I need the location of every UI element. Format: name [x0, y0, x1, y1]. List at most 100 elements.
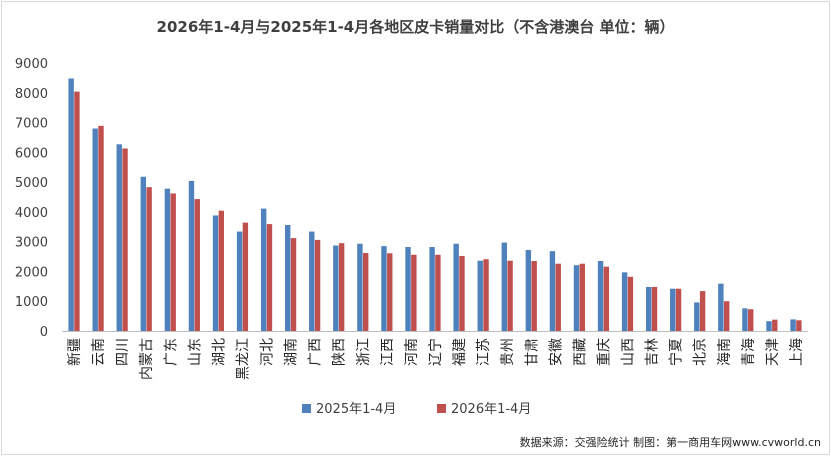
bar-2026-内蒙古: [146, 187, 152, 331]
bar-2026-新疆: [74, 91, 80, 331]
x-tick-label: 山东: [187, 338, 203, 366]
bar-2026-四川: [122, 148, 128, 331]
bar-2025-广西: [309, 231, 315, 331]
bar-2025-青海: [742, 308, 748, 331]
bar-2025-河南: [405, 247, 411, 331]
y-tick-label: 3000: [15, 236, 48, 251]
y-tick-label: 6000: [15, 146, 48, 161]
x-tick-label: 黑龙江: [235, 338, 251, 380]
bar-2025-天津: [766, 321, 772, 331]
bar-2025-甘肃: [525, 250, 532, 331]
bar-2025-上海: [790, 319, 796, 331]
y-tick-label: 5000: [15, 176, 48, 191]
x-tick-label: 辽宁: [427, 338, 444, 366]
bar-2025-吉林: [645, 286, 652, 331]
bar-2026-江西: [387, 253, 393, 331]
x-tick-label: 内蒙古: [139, 338, 155, 380]
bar-2026-江苏: [483, 259, 489, 331]
bar-2026-上海: [796, 320, 802, 331]
bar-2026-河北: [266, 224, 273, 331]
bar-2026-黑龙江: [242, 222, 249, 331]
bar-2025-山东: [188, 180, 195, 331]
bar-2025-广东: [164, 188, 171, 331]
x-tick-label: 青海: [741, 338, 757, 366]
bars: [68, 78, 802, 332]
bar-2025-云南: [92, 128, 98, 331]
x-tick-label: 陕西: [332, 338, 348, 366]
x-tick-label: 重庆: [596, 338, 612, 366]
bar-2025-江西: [381, 246, 387, 331]
bar-2026-贵州: [507, 260, 513, 331]
bar-2026-山东: [194, 199, 200, 331]
bar-2026-广西: [314, 239, 321, 331]
chart-title: 2026年1-4月与2025年1-4月各地区皮卡销量对比（不含港澳台 单位：辆）: [156, 18, 675, 36]
bar-2025-贵州: [501, 242, 507, 331]
bar-2026-广东: [170, 193, 176, 331]
bar-2025-福建: [453, 243, 459, 331]
bar-2025-湖北: [212, 215, 219, 331]
bar-2026-宁夏: [675, 288, 682, 331]
legend-swatch: [437, 404, 446, 413]
y-tick-label: 1000: [15, 295, 48, 310]
y-tick-label: 8000: [15, 87, 48, 102]
bar-2026-海南: [723, 301, 730, 331]
y-tick-label: 4000: [15, 206, 48, 221]
x-tick-label: 北京: [693, 338, 709, 366]
bar-2026-山西: [627, 276, 634, 331]
x-tick-label: 福建: [452, 338, 468, 366]
x-tick-label: 河北: [260, 338, 276, 366]
legend-swatch: [302, 404, 311, 413]
x-tick-label: 贵州: [500, 338, 516, 366]
bar-2026-天津: [772, 319, 778, 331]
legend: 2025年1-4月 2026年1-4月: [302, 402, 531, 417]
bar-2025-新疆: [68, 78, 74, 332]
x-tick-label: 浙江: [356, 338, 372, 366]
bar-2026-吉林: [651, 286, 658, 331]
x-tick-label: 安徽: [548, 338, 564, 366]
bar-2026-陕西: [338, 243, 345, 331]
x-tick-label: 湖南: [284, 338, 300, 366]
y-tick-label: 9000: [15, 57, 48, 72]
bar-2025-湖南: [285, 224, 291, 331]
bar-2025-宁夏: [670, 288, 676, 331]
legend-label: 2026年1-4月: [451, 402, 531, 417]
x-tick-label: 山西: [621, 338, 637, 366]
x-tick-label: 江西: [380, 338, 396, 366]
bar-2025-安徽: [549, 251, 556, 331]
bar-2025-四川: [116, 144, 122, 331]
bar-2026-甘肃: [531, 261, 537, 331]
bar-2025-海南: [718, 283, 724, 331]
bar-2026-河南: [411, 254, 417, 331]
x-tick-label: 江苏: [476, 338, 492, 366]
x-tick-label: 海南: [717, 338, 733, 366]
bar-2026-云南: [98, 125, 104, 331]
bar-2025-西藏: [573, 265, 580, 331]
bar-2025-江苏: [477, 260, 483, 331]
bar-2025-山西: [621, 272, 628, 331]
x-tick-label: 宁夏: [668, 338, 685, 366]
bar-2025-辽宁: [429, 247, 435, 331]
x-tick-label: 广西: [308, 338, 324, 366]
x-tick-label: 甘肃: [524, 338, 540, 366]
bar-2025-内蒙古: [140, 176, 147, 331]
bar-2026-湖南: [290, 238, 297, 331]
bar-2026-西藏: [579, 263, 585, 331]
bar-2026-青海: [748, 309, 754, 331]
y-axis: 0 1000 2000 3000 4000 5000 6000 7000 8000 9000: [15, 57, 808, 340]
bar-2026-北京: [699, 291, 706, 331]
bar-2026-辽宁: [435, 254, 441, 331]
bar-2025-黑龙江: [236, 231, 243, 331]
x-tick-label: 吉林: [645, 338, 661, 366]
x-tick-label: 云南: [91, 338, 107, 366]
x-tick-label: 天津: [765, 338, 781, 366]
bar-2026-福建: [459, 255, 465, 331]
bar-2026-重庆: [603, 266, 610, 331]
bar-2025-河北: [260, 208, 267, 331]
source-note: 数据来源：交强险统计 制图：第一商用车网www.cvworld.cn: [519, 436, 821, 449]
x-tick-label: 西藏: [572, 338, 588, 366]
x-tick-label: 新疆: [67, 338, 83, 366]
bar-2025-重庆: [597, 261, 604, 331]
bar-2026-浙江: [363, 252, 369, 331]
x-axis-labels: 新疆 云南 四川 内蒙古 广东 山东 湖北 黑龙江 河北 湖南 广西 陕西 浙江 江西 河南 辽宁 福建 江苏 贵州…: [67, 338, 805, 380]
